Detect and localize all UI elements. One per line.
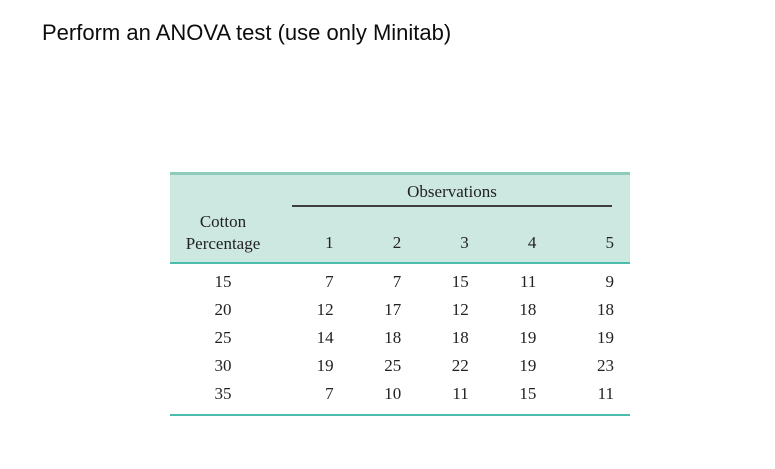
- observation-value: 17: [384, 300, 402, 319]
- observation-value: 11: [520, 272, 537, 291]
- table-row: 30 19 25 22 19 23: [170, 352, 630, 380]
- observations-span-header: Observations: [292, 175, 612, 207]
- table-row: 20 12 17 12 18 18: [170, 296, 630, 324]
- observation-value: 22: [451, 356, 469, 375]
- cotton-percentage-value: 20: [214, 300, 232, 319]
- cotton-percentage-value: 35: [214, 384, 232, 403]
- observation-value: 10: [384, 384, 402, 403]
- observation-value: 15: [451, 272, 469, 291]
- row-header-label: Cotton Percentage: [170, 175, 292, 262]
- observation-value: 25: [384, 356, 402, 375]
- column-header-5: 5: [605, 233, 614, 252]
- observation-value: 18: [519, 300, 537, 319]
- observation-value: 15: [519, 384, 537, 403]
- table-row: 25 14 18 18 19 19: [170, 324, 630, 352]
- table-row: 35 7 10 11 15 11: [170, 380, 630, 408]
- observation-value: 12: [451, 300, 469, 319]
- page-title: Perform an ANOVA test (use only Minitab): [42, 20, 452, 45]
- column-header-4: 4: [527, 233, 537, 252]
- observation-value: 9: [605, 272, 614, 291]
- cotton-observations-table: Observations Cotton Percentage 1 2 3 4 5…: [170, 172, 630, 416]
- observation-value: 7: [325, 384, 334, 403]
- row-header-line1: Cotton: [199, 212, 247, 231]
- observation-value: 7: [392, 272, 402, 291]
- observation-value: 7: [325, 272, 334, 291]
- observation-value: 18: [596, 300, 614, 319]
- observation-value: 19: [519, 328, 537, 347]
- column-header-2: 2: [392, 233, 402, 252]
- column-header-1: 1: [325, 233, 334, 252]
- observation-value: 12: [316, 300, 334, 319]
- observation-value: 19: [316, 356, 334, 375]
- row-header-line2: Percentage: [185, 234, 261, 253]
- observation-value: 18: [384, 328, 402, 347]
- observation-value: 11: [452, 384, 469, 403]
- cotton-percentage-value: 30: [214, 356, 232, 375]
- observation-value: 19: [596, 328, 614, 347]
- table-body: 15 7 7 15 11 9 20 12 17 12 18 18 25 14 1…: [170, 264, 630, 416]
- observation-value: 19: [519, 356, 537, 375]
- table-row: 15 7 7 15 11 9: [170, 268, 630, 296]
- table-header: Observations Cotton Percentage 1 2 3 4 5: [170, 172, 630, 264]
- observation-value: 23: [596, 356, 614, 375]
- observation-value: 11: [597, 384, 614, 403]
- observation-value: 14: [316, 328, 334, 347]
- observation-value: 18: [451, 328, 469, 347]
- cotton-percentage-value: 25: [214, 328, 232, 347]
- column-header-3: 3: [460, 233, 469, 252]
- cotton-percentage-value: 15: [214, 272, 232, 291]
